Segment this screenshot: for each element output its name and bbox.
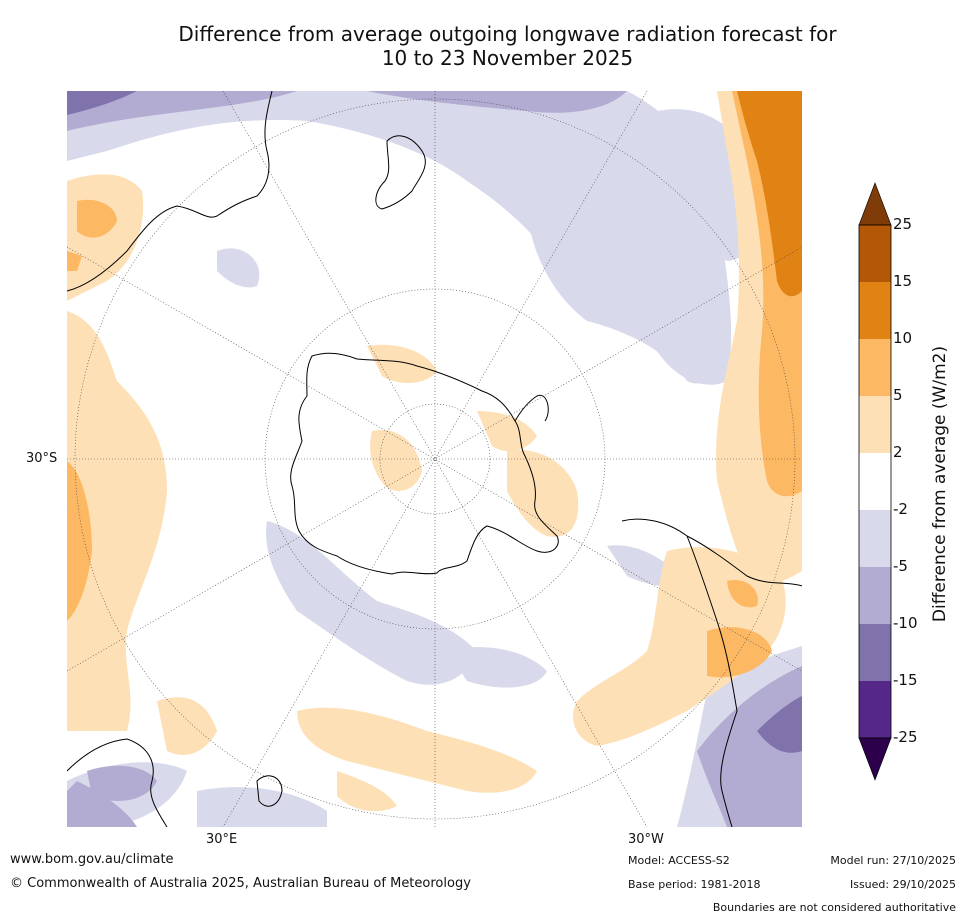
graticule xyxy=(67,91,802,827)
polar-map xyxy=(67,91,802,827)
south-america-coastline xyxy=(621,518,802,827)
colorbar-band-15-25 xyxy=(859,225,891,282)
colorbar-label: Difference from average (W/m2) xyxy=(930,345,950,623)
colorbar-tick-m15: -15 xyxy=(893,671,918,689)
antarctica-coastline xyxy=(290,352,559,575)
map-svg xyxy=(67,91,802,827)
lon-label-30e: 30°E xyxy=(206,832,238,847)
colorbar-tick-m25: -25 xyxy=(893,728,918,746)
colorbar-tick-15: 15 xyxy=(893,272,913,290)
colorbar xyxy=(858,182,892,781)
colorbar-tick-m5: -5 xyxy=(893,557,908,575)
madagascar-coastline xyxy=(256,775,283,807)
coastlines xyxy=(67,91,802,827)
colorbar-tick-5: 5 xyxy=(893,386,903,404)
colorbar-tick-25: 25 xyxy=(893,215,913,233)
footer-model: Model: ACCESS-S2 xyxy=(628,854,730,867)
colorbar-band-m10-m15 xyxy=(859,624,891,681)
colorbar-band-m5-m10 xyxy=(859,567,891,624)
colorbar-under-arrow xyxy=(858,737,892,781)
title-line-2: 10 to 23 November 2025 xyxy=(381,46,634,70)
new-zealand-coastline xyxy=(375,135,426,210)
colorbar-over-arrow xyxy=(858,182,892,226)
very-strong-negative-regions xyxy=(67,91,802,753)
australia-coastline xyxy=(67,91,273,292)
colorbar-band-2-5 xyxy=(859,396,891,453)
lon-label-30w: 30°W xyxy=(628,832,664,847)
title-line-1: Difference from average outgoing longwav… xyxy=(178,22,837,46)
africa-coastline xyxy=(67,738,168,827)
colorbar-tick-2: 2 xyxy=(893,443,903,461)
positive-anomaly-regions xyxy=(67,91,802,812)
footer-base-period: Base period: 1981-2018 xyxy=(628,878,761,891)
lat-label-30s: 30°S xyxy=(26,451,58,466)
colorbar-band-m2-m5 xyxy=(859,510,891,567)
colorbar-tick-m10: -10 xyxy=(893,614,918,632)
strong-positive-regions xyxy=(737,91,802,297)
colorbar-tick-m2: -2 xyxy=(893,500,908,518)
antarctic-peninsula xyxy=(514,394,549,422)
colorbar-band-m15-m25 xyxy=(859,681,891,738)
footer-website: www.bom.gov.au/climate xyxy=(10,852,174,867)
footer-boundaries-note: Boundaries are not considered authoritat… xyxy=(712,901,956,914)
footer-issued: Issued: 29/10/2025 xyxy=(849,878,956,891)
colorbar-tick-10: 10 xyxy=(893,329,913,347)
footer-model-run: Model run: 27/10/2025 xyxy=(830,854,956,867)
footer-copyright: © Commonwealth of Australia 2025, Austra… xyxy=(10,876,471,891)
colorbar-band-5-10 xyxy=(859,339,891,396)
colorbar-band-10-15 xyxy=(859,282,891,339)
colorbar-band-neutral xyxy=(859,453,891,510)
strong-negative-regions xyxy=(67,91,802,827)
chart-title: Difference from average outgoing longwav… xyxy=(60,22,955,70)
